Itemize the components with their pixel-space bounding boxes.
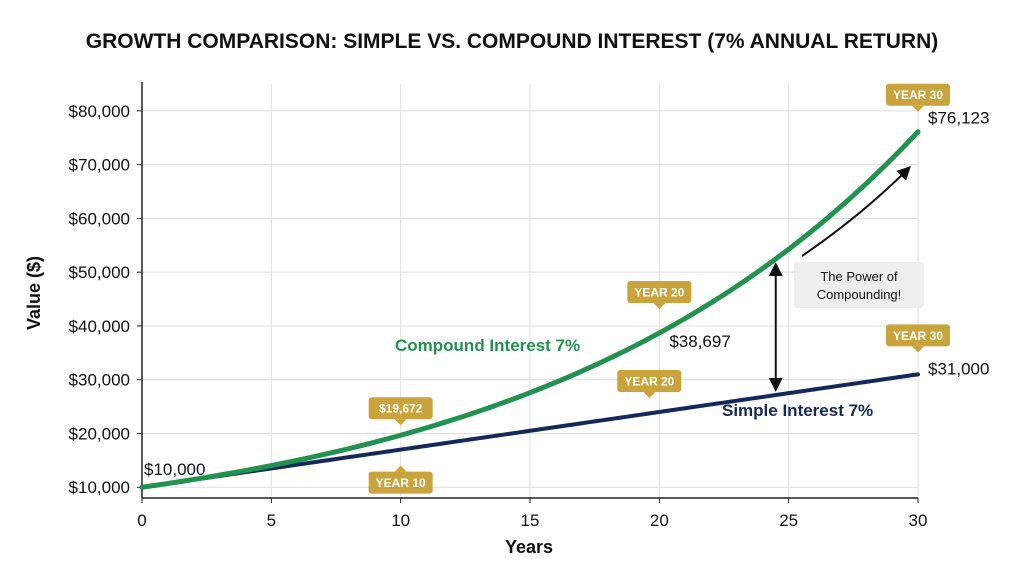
badge-box — [368, 397, 433, 420]
series: Compound Interest 7% Simple Interest 7% — [139, 129, 921, 490]
year30-compound-badge: YEAR 30 — [886, 83, 950, 112]
year10-badge: YEAR 10 — [368, 465, 433, 494]
annotation: The Power of Compounding! — [768, 166, 924, 392]
x-tick-label: 20 — [650, 511, 669, 530]
badge-box — [886, 83, 950, 106]
badges: $19,672 YEAR 10 YEAR 20 YEAR 20 YEAR 30 YEAR … — [368, 83, 950, 494]
y-tick-label: $10,000 — [69, 478, 130, 497]
badge-label: YEAR 30 — [893, 88, 943, 102]
x-tick-label: 25 — [779, 511, 798, 530]
year10-value-badge: $19,672 — [368, 397, 433, 426]
labels: $10,000 $38,697 $76,123 $31,000 — [144, 109, 989, 480]
y-tick-label: $30,000 — [69, 371, 130, 390]
growth-arrow — [801, 166, 911, 257]
y-tick-label: $20,000 — [69, 424, 130, 443]
compound-interest-line — [139, 129, 921, 490]
year20-compound-value-label: $38,697 — [669, 332, 730, 351]
x-tick-label: 10 — [391, 511, 410, 530]
badge-pointer — [394, 465, 407, 472]
compound-series-label: Compound Interest 7% — [395, 336, 580, 355]
compounding-note: The Power of Compounding! — [794, 262, 924, 308]
y-tick-label: $50,000 — [69, 263, 130, 282]
y-tick-label: $40,000 — [69, 317, 130, 336]
note-line-2: Compounding! — [817, 287, 902, 302]
year30-simple-badge: YEAR 30 — [886, 324, 950, 353]
badge-pointer — [912, 346, 924, 353]
y-tick-label: $70,000 — [69, 156, 130, 175]
badge-box — [368, 471, 433, 494]
year20-simple-badge: YEAR 20 — [617, 369, 682, 398]
badge-box — [617, 369, 682, 392]
year30-compound-value-label: $76,123 — [928, 109, 989, 128]
badge-box — [886, 324, 950, 347]
axes: 0 5 10 15 20 25 30 $10,000 $20,000 $30,000 $40,000… — [69, 82, 928, 530]
start-value-label: $10,000 — [144, 460, 205, 479]
badge-label: YEAR 20 — [624, 374, 674, 388]
x-tick-label: 30 — [909, 511, 928, 530]
note-box — [794, 262, 924, 308]
x-tick-label: 5 — [267, 511, 276, 530]
badge-box — [627, 280, 692, 303]
x-tick-label: 15 — [521, 511, 540, 530]
y-tick-label: $80,000 — [69, 102, 130, 121]
badge-label: $19,672 — [379, 402, 423, 416]
y-tick-label: $60,000 — [69, 209, 130, 228]
year20-compound-badge: YEAR 20 — [627, 280, 692, 309]
y-axis-title: Value ($) — [24, 256, 44, 330]
badge-pointer — [394, 419, 407, 426]
grid — [141, 84, 919, 498]
note-line-1: The Power of — [820, 269, 898, 284]
x-axis-title: Years — [505, 537, 553, 557]
year30-simple-value-label: $31,000 — [928, 359, 989, 378]
badge-label: YEAR 20 — [634, 285, 684, 299]
simple-series-label: Simple Interest 7% — [722, 401, 873, 420]
chart-title: GROWTH COMPARISON: SIMPLE VS. COMPOUND I… — [86, 30, 938, 53]
x-tick-label: 0 — [137, 511, 146, 530]
badge-pointer — [643, 391, 656, 398]
badge-pointer — [653, 302, 666, 309]
simple-interest-line — [140, 372, 920, 490]
badge-label: YEAR 10 — [376, 476, 426, 490]
badge-pointer — [912, 105, 924, 112]
badge-label: YEAR 30 — [893, 329, 943, 343]
